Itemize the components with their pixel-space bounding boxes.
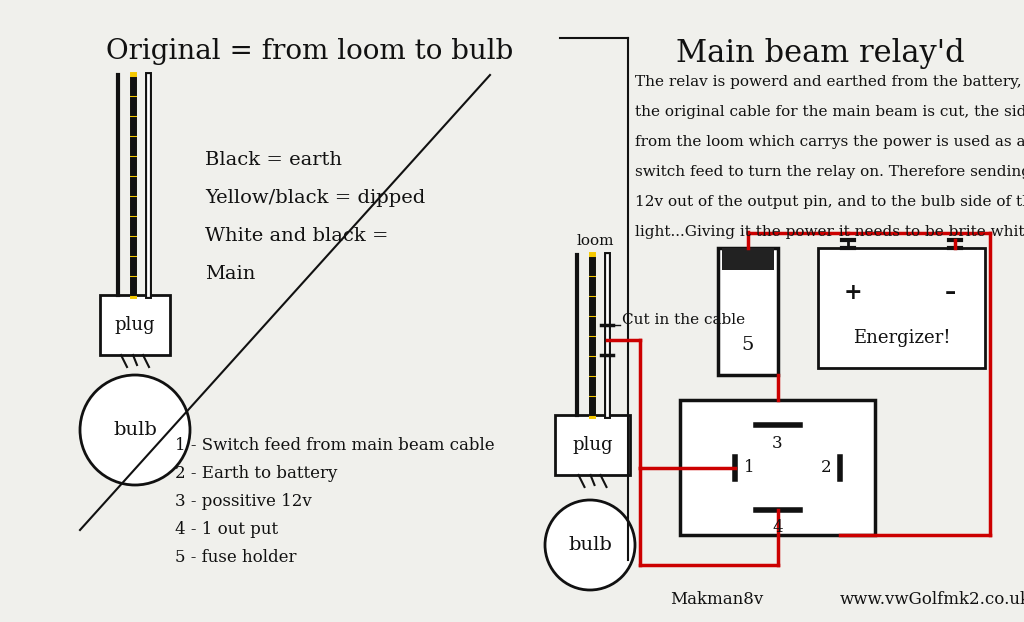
Text: 3 - possitive 12v: 3 - possitive 12v bbox=[175, 493, 311, 509]
Text: +: + bbox=[844, 282, 862, 304]
Text: plug: plug bbox=[115, 316, 156, 334]
Text: Black = earth: Black = earth bbox=[205, 151, 342, 169]
Text: 12v out of the output pin, and to the bulb side of the: 12v out of the output pin, and to the bu… bbox=[635, 195, 1024, 209]
Text: –: – bbox=[944, 282, 955, 304]
Text: Yellow/black = dipped: Yellow/black = dipped bbox=[205, 189, 425, 207]
Text: 2: 2 bbox=[820, 459, 831, 476]
Circle shape bbox=[545, 500, 635, 590]
Bar bbox=[555, 415, 630, 475]
Text: Cut in the cable: Cut in the cable bbox=[622, 313, 745, 327]
Bar bbox=[100, 295, 170, 355]
Text: Makman8v: Makman8v bbox=[670, 592, 763, 608]
Bar bbox=[680, 400, 874, 535]
Text: loom: loom bbox=[577, 234, 614, 248]
Text: bulb: bulb bbox=[568, 536, 612, 554]
Text: 1 - Switch feed from main beam cable: 1 - Switch feed from main beam cable bbox=[175, 437, 495, 453]
Text: bulb: bulb bbox=[113, 421, 157, 439]
Text: The relav is powerd and earthed from the battery, and: The relav is powerd and earthed from the… bbox=[635, 75, 1024, 89]
Text: White and black =: White and black = bbox=[205, 227, 388, 245]
Text: 5 - fuse holder: 5 - fuse holder bbox=[175, 549, 297, 565]
Text: light...Giving it the power it needs to be brite white!: light...Giving it the power it needs to … bbox=[635, 225, 1024, 239]
Bar bbox=[718, 248, 778, 375]
Text: 4: 4 bbox=[772, 519, 782, 537]
Bar bbox=[818, 248, 985, 368]
Bar bbox=[722, 248, 774, 270]
Text: 5: 5 bbox=[741, 336, 755, 354]
Text: 2 - Earth to battery: 2 - Earth to battery bbox=[175, 465, 337, 481]
Circle shape bbox=[80, 375, 190, 485]
Text: Energizer!: Energizer! bbox=[853, 329, 950, 347]
Text: plug: plug bbox=[572, 436, 612, 454]
Text: 1: 1 bbox=[743, 459, 755, 476]
Text: the original cable for the main beam is cut, the side: the original cable for the main beam is … bbox=[635, 105, 1024, 119]
Text: 4 - 1 out put: 4 - 1 out put bbox=[175, 521, 279, 537]
Text: Main beam relay'd: Main beam relay'd bbox=[676, 38, 965, 69]
Text: Original = from loom to bulb: Original = from loom to bulb bbox=[106, 38, 514, 65]
Text: switch feed to turn the relay on. Therefore sending: switch feed to turn the relay on. Theref… bbox=[635, 165, 1024, 179]
Text: 3: 3 bbox=[772, 435, 782, 452]
Text: Main: Main bbox=[205, 265, 255, 283]
Text: from the loom which carrys the power is used as a: from the loom which carrys the power is … bbox=[635, 135, 1024, 149]
Text: www.vwGolfmk2.co.uk: www.vwGolfmk2.co.uk bbox=[840, 592, 1024, 608]
